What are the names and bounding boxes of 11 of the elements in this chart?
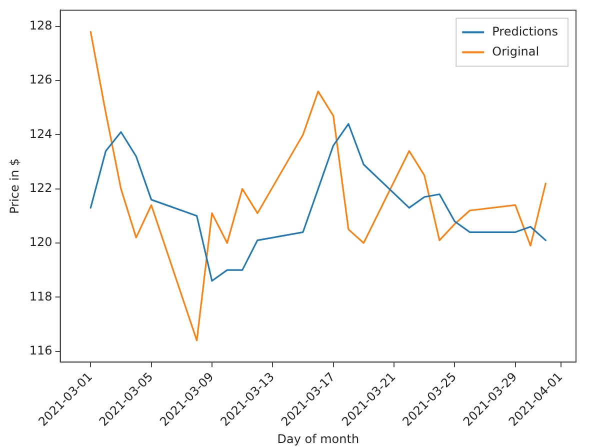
y-tick-label: 128 [29, 18, 52, 33]
y-tick-label: 118 [29, 289, 52, 304]
y-tick-label: 126 [29, 72, 52, 87]
y-tick-label: 116 [29, 343, 52, 358]
y-axis-title: Price in $ [7, 158, 22, 214]
y-tick-label: 122 [29, 180, 52, 195]
x-axis-title: Day of month [277, 432, 360, 446]
legend-label: Predictions [492, 24, 558, 38]
y-tick-label: 120 [29, 235, 52, 250]
y-tick-label: 124 [29, 126, 52, 141]
legend-label: Original [492, 44, 540, 58]
